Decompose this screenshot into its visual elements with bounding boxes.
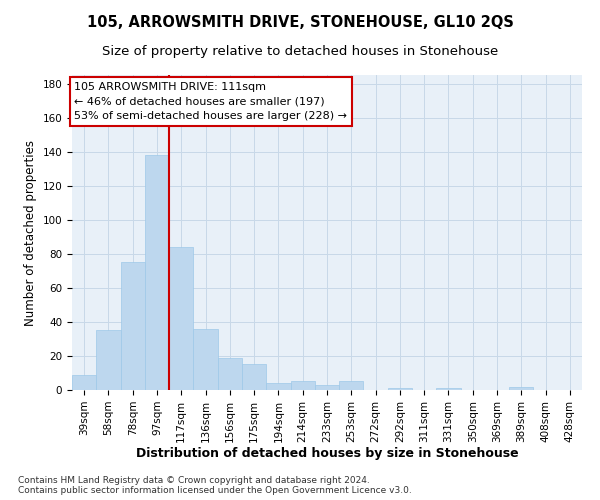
- Bar: [193, 328, 218, 390]
- Bar: [121, 262, 145, 390]
- Bar: [436, 388, 461, 390]
- Bar: [145, 155, 169, 390]
- Text: Contains HM Land Registry data © Crown copyright and database right 2024.
Contai: Contains HM Land Registry data © Crown c…: [18, 476, 412, 495]
- Text: 105 ARROWSMITH DRIVE: 111sqm
← 46% of detached houses are smaller (197)
53% of s: 105 ARROWSMITH DRIVE: 111sqm ← 46% of de…: [74, 82, 347, 122]
- Bar: [72, 374, 96, 390]
- Bar: [388, 388, 412, 390]
- Y-axis label: Number of detached properties: Number of detached properties: [24, 140, 37, 326]
- Bar: [315, 385, 339, 390]
- Bar: [218, 358, 242, 390]
- Text: 105, ARROWSMITH DRIVE, STONEHOUSE, GL10 2QS: 105, ARROWSMITH DRIVE, STONEHOUSE, GL10 …: [86, 15, 514, 30]
- Bar: [96, 330, 121, 390]
- Bar: [290, 382, 315, 390]
- Bar: [242, 364, 266, 390]
- Bar: [169, 247, 193, 390]
- Bar: [509, 386, 533, 390]
- X-axis label: Distribution of detached houses by size in Stonehouse: Distribution of detached houses by size …: [136, 448, 518, 460]
- Text: Size of property relative to detached houses in Stonehouse: Size of property relative to detached ho…: [102, 45, 498, 58]
- Bar: [266, 383, 290, 390]
- Bar: [339, 382, 364, 390]
